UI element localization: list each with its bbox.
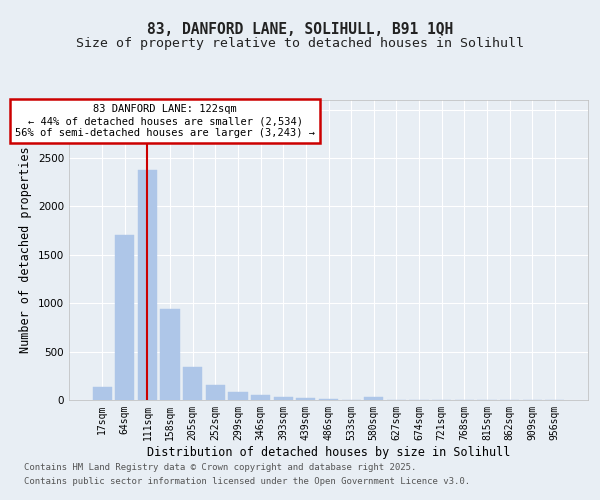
Text: Size of property relative to detached houses in Solihull: Size of property relative to detached ho… [76,38,524,51]
Bar [92,388,112,400]
Text: 83, DANFORD LANE, SOLIHULL, B91 1QH: 83, DANFORD LANE, SOLIHULL, B91 1QH [147,22,453,38]
Bar [251,394,270,400]
Bar [364,398,383,400]
Bar [115,236,134,400]
Bar [183,367,202,400]
X-axis label: Distribution of detached houses by size in Solihull: Distribution of detached houses by size … [147,446,510,458]
Bar [274,396,293,400]
Text: Contains HM Land Registry data © Crown copyright and database right 2025.: Contains HM Land Registry data © Crown c… [24,462,416,471]
Bar [160,309,180,400]
Bar [319,399,338,400]
Bar [206,385,225,400]
Y-axis label: Number of detached properties: Number of detached properties [19,146,32,354]
Bar [138,170,157,400]
Bar [296,398,316,400]
Bar [229,392,248,400]
Text: 83 DANFORD LANE: 122sqm
← 44% of detached houses are smaller (2,534)
56% of semi: 83 DANFORD LANE: 122sqm ← 44% of detache… [15,104,315,138]
Text: Contains public sector information licensed under the Open Government Licence v3: Contains public sector information licen… [24,478,470,486]
